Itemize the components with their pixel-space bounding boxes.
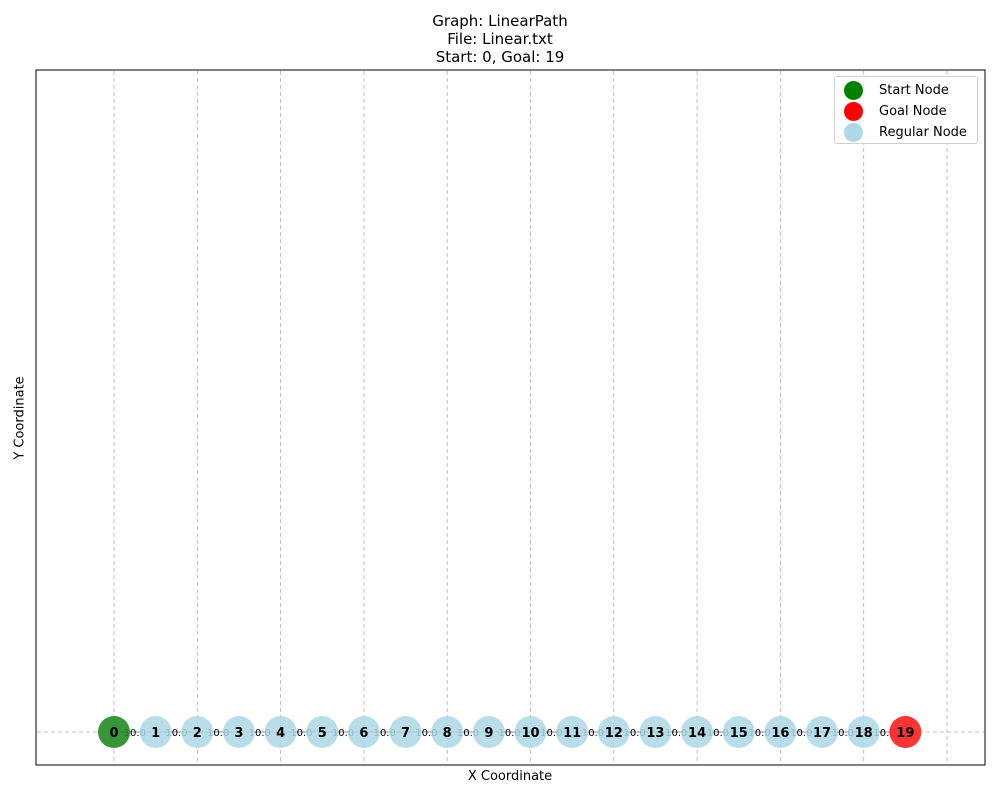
graph-node: [681, 716, 714, 748]
edge-weight-labels: 10.0 10.0 10.0 10.0 10.0 10.0 10.0 10.0 10.0 10.0…: [124, 728, 896, 739]
edge-weight-label: 10.0: [290, 728, 312, 739]
graph-node-label: 11: [563, 726, 581, 741]
graph-node-label: 18: [855, 726, 873, 741]
graph-node-label: 4: [276, 726, 285, 741]
legend-label-start: Start Node: [879, 82, 949, 98]
graph-node: [181, 716, 214, 748]
graph-node-label: 10: [521, 726, 539, 741]
title-start-goal: Start: 0, Goal: 19: [435, 48, 565, 66]
regular-node-marker-icon: [844, 122, 863, 142]
legend: Start Node Goal Node Regular Node: [834, 76, 978, 144]
graph-node-label: 6: [359, 726, 368, 741]
graph-node: [139, 716, 172, 748]
edge-weight-label: 10.0: [540, 728, 562, 739]
legend-item-start: Start Node: [844, 80, 949, 100]
edge-weight-label: 10.0: [249, 728, 271, 739]
chart-title: Graph: LinearPath File: Linear.txt Start…: [0, 12, 1000, 66]
edge-weight-label: 10.0: [499, 728, 521, 739]
grid-lines: [37, 71, 984, 764]
title-graph-name: Graph: LinearPath: [432, 12, 568, 30]
edge-weight-label: 10.0: [457, 728, 479, 739]
edge-weight-label: 10.0: [707, 728, 729, 739]
graph-node: [222, 716, 255, 748]
graph-node: [389, 716, 422, 748]
graph-node-label: 14: [688, 726, 706, 741]
legend-label-goal: Goal Node: [879, 103, 947, 119]
graph-node: [597, 716, 630, 748]
graph-node: [431, 716, 464, 748]
graph-node: [847, 716, 880, 748]
edge-weight-label: 10.0: [582, 728, 604, 739]
legend-item-goal: Goal Node: [844, 101, 947, 121]
graph-node-label: 13: [646, 726, 664, 741]
graph-node: [639, 716, 672, 748]
start-node-marker-icon: [844, 80, 863, 100]
graph-node-label: 7: [401, 726, 410, 741]
edge-weight-label: 10.0: [165, 728, 187, 739]
edge-weight-label: 10.0: [207, 728, 229, 739]
graph-nodes: 0 1 2 3 4 5 6 7 8 9 10 11 12 13 14 15 16 17 18 19: [98, 716, 922, 748]
title-file-name: File: Linear.txt: [447, 30, 553, 48]
graph-node: [347, 716, 380, 748]
plot-frame: [35, 69, 986, 766]
graph-node: [472, 716, 505, 748]
graph-node: [514, 716, 547, 748]
graph-node: [889, 716, 922, 748]
graph-node-label: 3: [234, 726, 243, 741]
edge-weight-label: 10.0: [832, 728, 854, 739]
graph-node-label: 12: [605, 726, 623, 741]
graph-node: [764, 716, 797, 748]
graph-node-label: 19: [896, 726, 914, 741]
edge-weight-label: 10.0: [665, 728, 687, 739]
edge-weight-label: 10.0: [374, 728, 396, 739]
x-axis-label: X Coordinate: [467, 769, 553, 784]
graph-node: [806, 716, 839, 748]
graph-node-label: 1: [151, 726, 160, 741]
graph-node-label: 9: [484, 726, 493, 741]
graph-node: [98, 716, 130, 748]
edge-weight-label: 10.0: [873, 728, 895, 739]
graph-node: [264, 716, 297, 748]
graph-node-label: 0: [109, 726, 118, 741]
graph-node: [306, 716, 339, 748]
edge-weight-label: 10.0: [332, 728, 354, 739]
graph-node-label: 15: [730, 726, 748, 741]
edge-weight-label: 10.0: [790, 728, 812, 739]
edge-weight-label: 10.0: [748, 728, 770, 739]
graph-node-label: 8: [443, 726, 452, 741]
edge-weight-label: 10.0: [415, 728, 437, 739]
edge-weight-label: 10.0: [623, 728, 645, 739]
goal-node-marker-icon: [844, 101, 863, 121]
legend-item-regular: Regular Node: [844, 122, 967, 142]
graph-node: [556, 716, 589, 748]
edge-weight-label: 10.0: [124, 728, 146, 739]
graph-node: [722, 716, 755, 748]
graph-node-label: 17: [813, 726, 831, 741]
graph-node-label: 2: [193, 726, 202, 741]
legend-label-regular: Regular Node: [879, 124, 967, 140]
graph-node-label: 5: [318, 726, 327, 741]
graph-node-label: 16: [771, 726, 789, 741]
